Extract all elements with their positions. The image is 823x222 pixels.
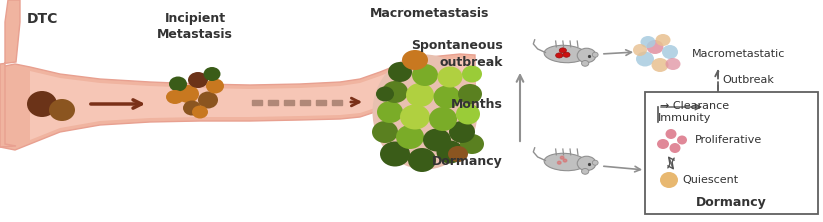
Ellipse shape: [382, 81, 408, 103]
Ellipse shape: [544, 45, 586, 63]
Ellipse shape: [183, 101, 201, 115]
Ellipse shape: [49, 99, 75, 121]
Ellipse shape: [582, 60, 588, 66]
Text: Spontaneous
outbreak: Spontaneous outbreak: [412, 40, 503, 69]
Ellipse shape: [380, 141, 410, 166]
Ellipse shape: [647, 40, 663, 54]
Ellipse shape: [633, 44, 647, 56]
Ellipse shape: [655, 34, 671, 46]
Ellipse shape: [636, 52, 654, 67]
Bar: [332, 100, 342, 105]
Ellipse shape: [400, 105, 430, 129]
Ellipse shape: [458, 84, 482, 104]
Ellipse shape: [402, 50, 428, 70]
Polygon shape: [0, 54, 475, 150]
Ellipse shape: [429, 107, 457, 131]
Bar: [316, 100, 326, 105]
Ellipse shape: [563, 159, 567, 162]
Ellipse shape: [423, 129, 451, 151]
Text: Immunity: Immunity: [658, 113, 711, 123]
Ellipse shape: [593, 52, 598, 57]
Ellipse shape: [666, 58, 681, 70]
Text: → Clearance: → Clearance: [660, 101, 729, 111]
Ellipse shape: [582, 168, 588, 174]
Text: Outbreak: Outbreak: [722, 75, 774, 85]
Bar: [252, 100, 262, 105]
Ellipse shape: [677, 135, 687, 145]
Ellipse shape: [372, 121, 398, 143]
Ellipse shape: [434, 85, 461, 109]
Ellipse shape: [660, 172, 678, 188]
Ellipse shape: [560, 156, 564, 159]
Ellipse shape: [669, 143, 681, 153]
Ellipse shape: [412, 64, 438, 86]
Ellipse shape: [198, 91, 218, 109]
Ellipse shape: [593, 160, 598, 165]
Text: Macrometastatic: Macrometastatic: [692, 49, 785, 59]
Ellipse shape: [462, 65, 482, 83]
Ellipse shape: [406, 83, 434, 107]
Ellipse shape: [377, 101, 403, 123]
Ellipse shape: [449, 121, 475, 143]
Ellipse shape: [557, 161, 561, 164]
Ellipse shape: [652, 58, 668, 72]
Ellipse shape: [666, 129, 677, 139]
Ellipse shape: [188, 72, 208, 88]
Text: Proliferative: Proliferative: [695, 135, 762, 145]
Ellipse shape: [27, 91, 57, 117]
Ellipse shape: [408, 148, 436, 172]
Bar: [300, 100, 310, 105]
Ellipse shape: [556, 53, 563, 58]
Ellipse shape: [577, 48, 596, 63]
Text: Dormancy: Dormancy: [432, 155, 503, 168]
Ellipse shape: [662, 45, 678, 59]
Ellipse shape: [438, 67, 463, 87]
Ellipse shape: [206, 79, 224, 93]
Bar: [268, 100, 278, 105]
Ellipse shape: [192, 105, 208, 119]
Polygon shape: [30, 58, 475, 140]
Ellipse shape: [388, 62, 412, 82]
Ellipse shape: [657, 139, 669, 149]
Text: Macrometastasis: Macrometastasis: [370, 7, 490, 20]
Ellipse shape: [396, 125, 424, 149]
Ellipse shape: [169, 77, 187, 91]
Ellipse shape: [376, 87, 394, 101]
Ellipse shape: [373, 54, 477, 170]
Text: DTC: DTC: [26, 12, 58, 26]
Bar: [645, 92, 818, 214]
Ellipse shape: [640, 36, 655, 48]
Ellipse shape: [436, 141, 463, 163]
Ellipse shape: [203, 67, 221, 81]
Ellipse shape: [577, 156, 596, 171]
Ellipse shape: [177, 85, 199, 103]
Text: Quiescent: Quiescent: [682, 175, 738, 185]
Ellipse shape: [456, 103, 480, 125]
Ellipse shape: [544, 153, 586, 171]
Text: Dormancy: Dormancy: [696, 196, 767, 208]
Ellipse shape: [166, 90, 184, 104]
Ellipse shape: [560, 48, 566, 53]
Polygon shape: [0, 0, 20, 147]
Text: Incipient
Metastasis: Incipient Metastasis: [157, 12, 233, 41]
Ellipse shape: [563, 52, 570, 57]
Bar: [284, 100, 294, 105]
Ellipse shape: [448, 146, 468, 162]
Text: Months: Months: [451, 97, 503, 111]
Ellipse shape: [460, 134, 484, 154]
